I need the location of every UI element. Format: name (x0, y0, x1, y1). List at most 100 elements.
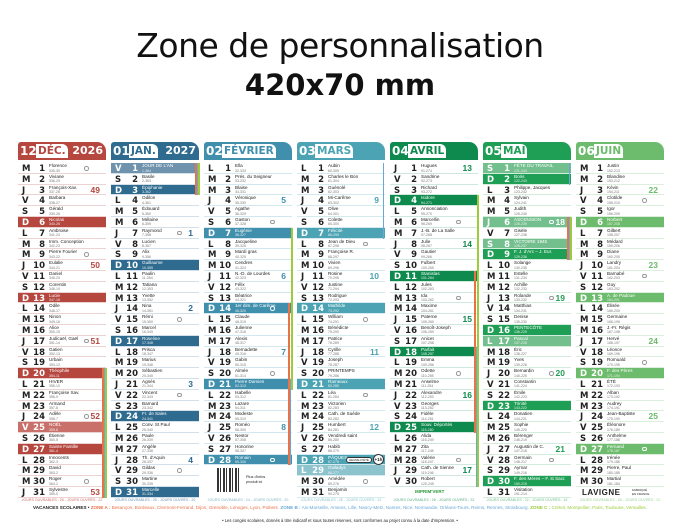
week-number: 52 (90, 411, 100, 422)
day-number: 17 (312, 336, 324, 347)
month-03: 03 MARS L 1 Aubin 60-305 M 2 Charles le Bon 61-30… (297, 142, 385, 502)
day-number: 20 (405, 369, 417, 380)
day-number: 16 (126, 325, 138, 336)
saint-name: Odile (49, 303, 60, 309)
day-number: 26 (126, 433, 138, 444)
month-year: 2027 (165, 144, 196, 157)
day-number: 5 (411, 207, 417, 218)
vacation-stripe-zone-a (102, 368, 104, 498)
saint-name: Sylvain (514, 195, 529, 201)
saint-name: Hugues (421, 163, 437, 168)
day-number: 27 (498, 444, 510, 455)
day-row: D 11 Stanislas 101-264 (390, 270, 478, 282)
day-number: 2 (225, 174, 231, 185)
day-number: 23 (498, 401, 510, 412)
weekday-letter: S (580, 207, 587, 218)
day-of-year: 88-277 (328, 470, 339, 475)
day-of-year: 142-223 (514, 395, 527, 400)
saint-name: Fernand (607, 443, 625, 449)
day-of-year: 15-350 (142, 319, 153, 324)
day-of-year: 343-22 (49, 254, 60, 259)
day-of-year: 95-270 (421, 211, 432, 216)
day-row: M 9 Diane 160-205 (576, 249, 664, 260)
day-number: 20 (498, 369, 510, 380)
saint-name: Raymond (142, 227, 162, 233)
month-number: 02 (206, 144, 223, 158)
day-of-year: 76-289 (328, 341, 339, 346)
day-of-year: 359-6 (49, 427, 58, 432)
day-row: S 26 Anthelme 177-188 (576, 433, 664, 444)
saint-name: Imm. Conception (49, 238, 84, 244)
qr-code[interactable] (217, 468, 241, 492)
saint-name: Julienne (235, 324, 253, 330)
day-of-year: 32-333 (235, 168, 246, 173)
day-of-year: 65-300 (328, 222, 339, 227)
weekday-letter: J (487, 293, 491, 304)
day-of-year: 45-320 (235, 308, 246, 313)
day-number: 8 (225, 239, 231, 250)
day-row: D 2 Boris 122-243 (483, 173, 571, 185)
qr-caption: Plus d'infos produit ici (246, 475, 266, 484)
day-row: M 9 Pierre Fourier 343-22 (18, 249, 106, 260)
day-row: L 14 Élisée 165-200 (576, 303, 664, 314)
day-list: S 1 FÊTE DU TRAVAIL 121-244 D 2 Boris 122-243 L 3… (483, 163, 572, 498)
day-row: J 8 Julie 98-267 14 (390, 239, 478, 250)
weekday-letter: D (22, 369, 30, 380)
day-row: M 27 Zita 117-248 (390, 444, 478, 455)
saint-name: N.-D. de Lourdes (235, 270, 270, 276)
day-row: M 5 Édouard 5-360 (111, 206, 199, 217)
day-number: 30 (591, 477, 603, 488)
day-of-year: 39-326 (235, 244, 246, 249)
day-row: M 1 Justin 152-213 (576, 163, 664, 174)
day-row: J 11 Rosine 70-295 10 (297, 271, 385, 282)
day-of-year: 46-319 (235, 319, 246, 324)
day-number: 29 (498, 466, 510, 477)
saint-name: Ninon (49, 314, 62, 320)
month-name: FÉVRIER (222, 144, 276, 158)
saint-name: Adèle (49, 411, 61, 417)
day-of-year: 342-23 (49, 244, 60, 249)
day-row: J 29 Cath. de Sienne 119-246 17 (390, 465, 478, 476)
weekday-letter: M (580, 250, 589, 261)
day-of-year: 363-2 (49, 470, 58, 475)
saint-name: Basile (142, 173, 155, 179)
day-number: 28 (405, 455, 417, 466)
day-of-year: 26-339 (142, 438, 153, 443)
day-of-year: 67-298 (328, 244, 339, 249)
day-of-year: 112-253 (421, 395, 434, 400)
saint-name: Honorine (235, 443, 254, 449)
saint-name: Rolande (514, 292, 532, 298)
weekday-letter: L (301, 315, 307, 326)
day-number: 4 (225, 196, 231, 207)
day-number: 7 (39, 228, 45, 239)
weekday-letter: V (394, 250, 401, 261)
day-row: J 1 Hugues 91-274 13 (390, 163, 478, 174)
day-of-year: 90-275 (328, 492, 339, 497)
day-number: 13 (126, 293, 138, 304)
weekday-letter: L (487, 487, 493, 498)
day-row: J 14 Nina 14-351 2 (111, 303, 199, 314)
day-of-year: 161-204 (607, 265, 620, 270)
day-number: 18 (219, 347, 231, 358)
saint-name: Igor (607, 206, 615, 212)
day-number: 7 (225, 228, 231, 239)
day-number: 7 (132, 228, 138, 239)
day-of-year: 49-316 (235, 352, 246, 357)
day-row: M 2 Blandine 153-212 (576, 174, 664, 185)
moon-phase-icon (177, 317, 182, 322)
weekday-letter: D (580, 217, 588, 228)
day-number: 14 (591, 304, 603, 315)
day-number: 22 (126, 390, 138, 401)
day-of-year: 69-296 (328, 265, 339, 270)
day-of-year: 6-359 (142, 222, 151, 227)
weekday-letter: M (394, 228, 403, 239)
day-number: 31 (126, 487, 138, 498)
day-number: 16 (312, 325, 324, 336)
weekday-letter: M (580, 466, 589, 477)
month-name: MAI (501, 144, 528, 158)
day-number: 28 (312, 455, 324, 466)
weekday-letter: L (115, 423, 121, 434)
day-number: 24 (498, 412, 510, 423)
day-row: V 18 Gatien 352-13 (18, 347, 106, 358)
day-of-year: 361-4 (49, 449, 58, 454)
